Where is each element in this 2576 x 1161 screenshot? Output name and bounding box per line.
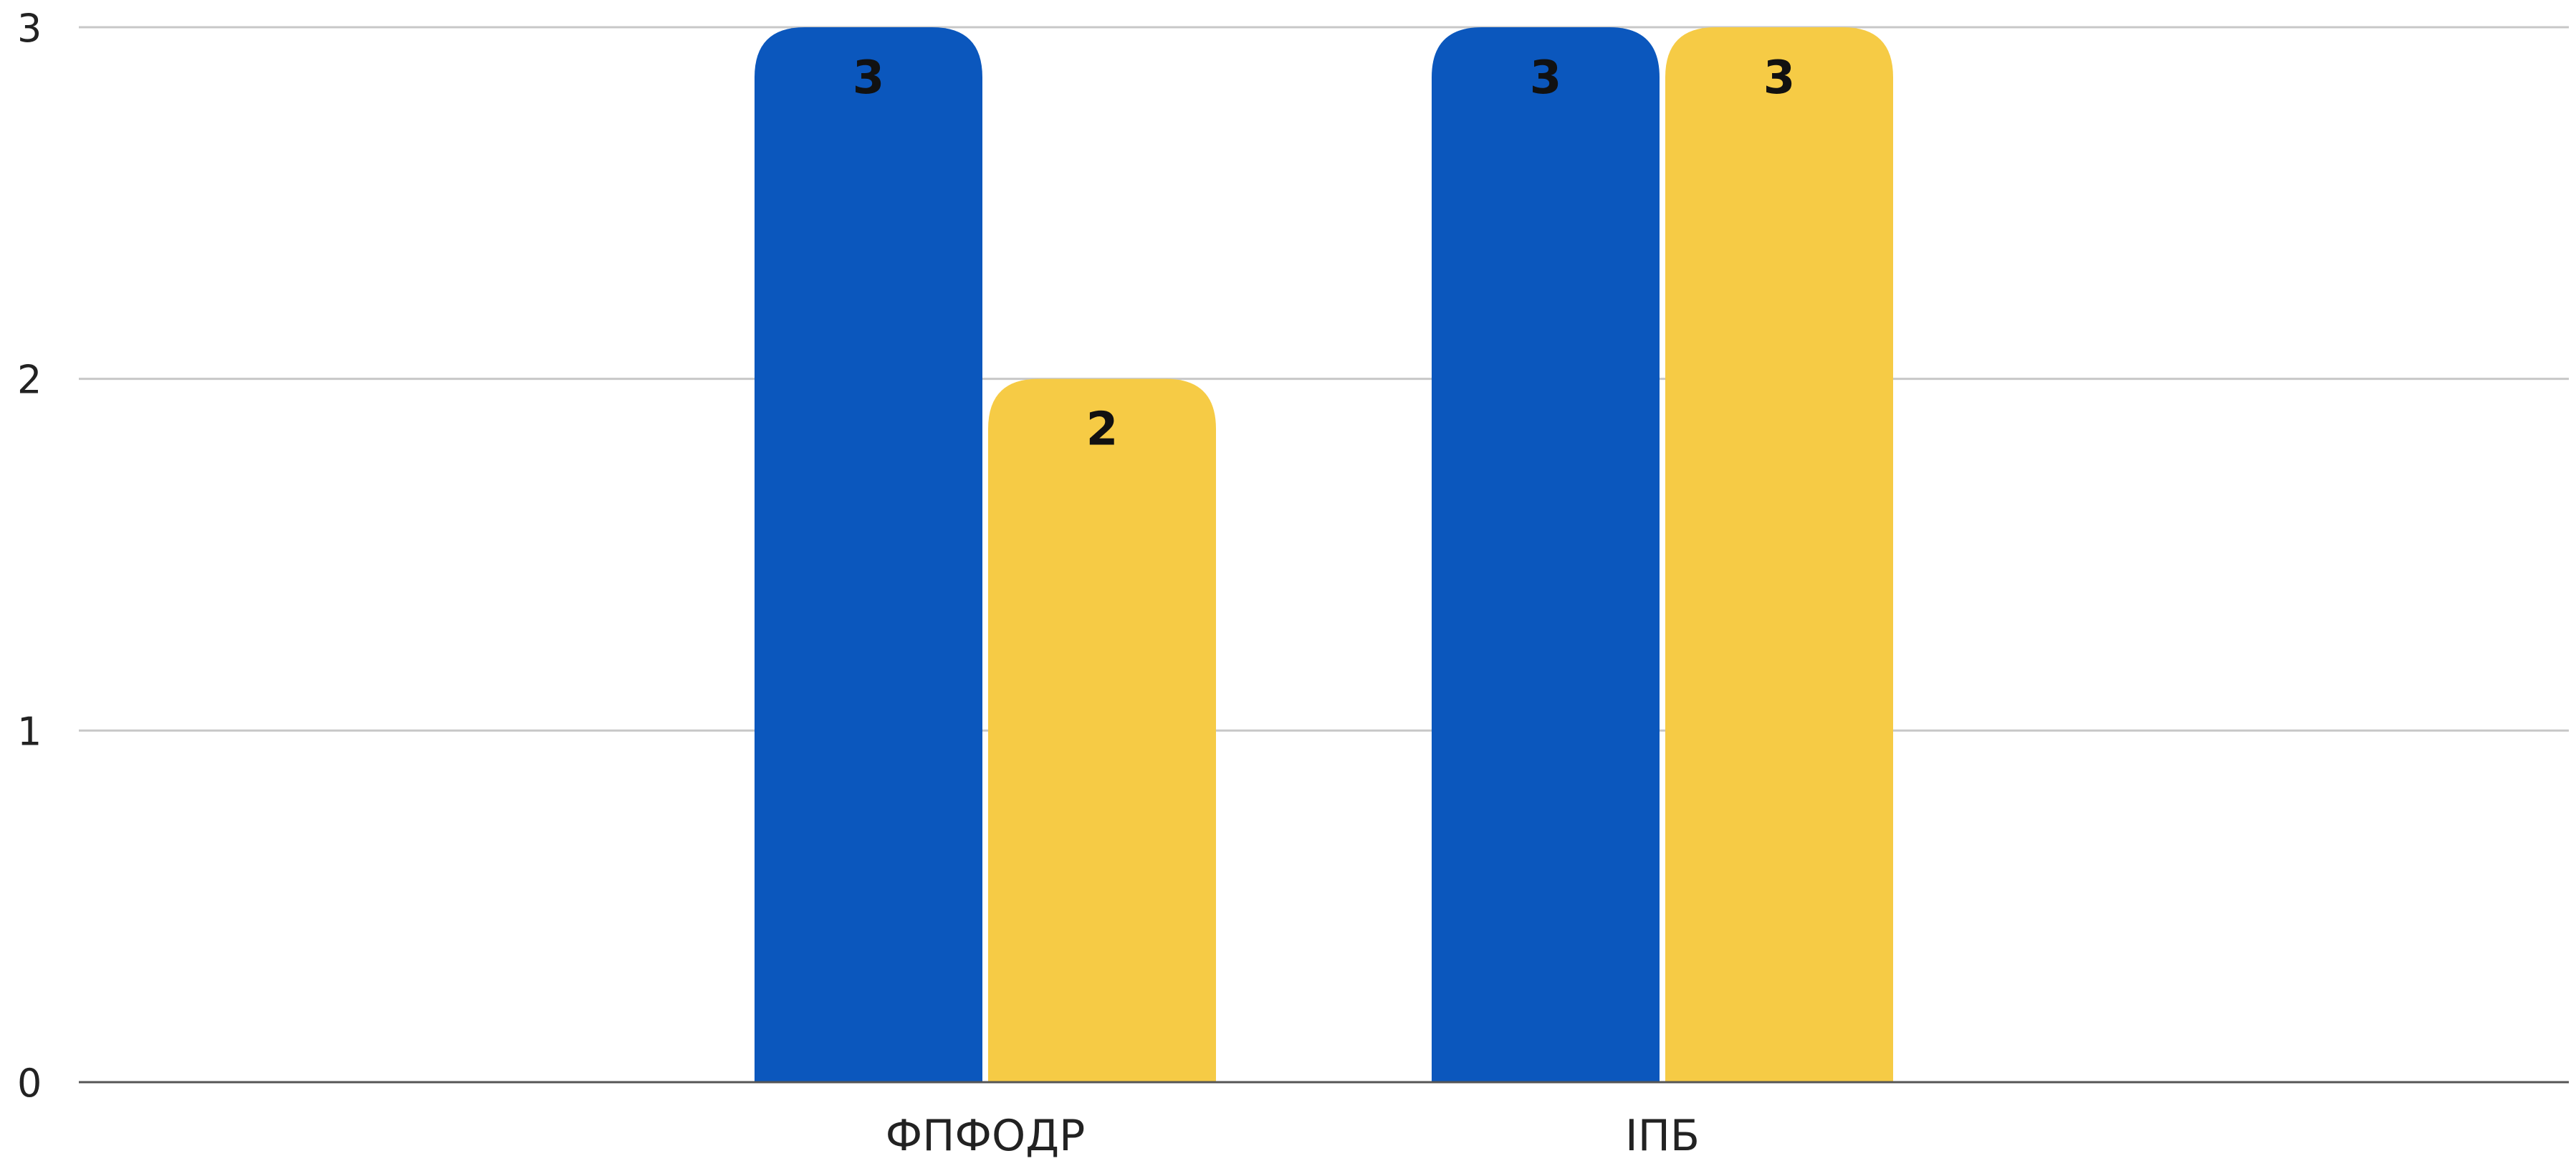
bar-0-0 [755,27,982,1082]
bar-0-1 [988,378,1216,1082]
data-label-1-0: 3 [1530,52,1562,105]
y-tick-label-3: 3 [17,6,42,51]
data-labels: 3 2 3 3 [853,52,1796,457]
x-category-label-0: ФПФОДР [886,1111,1086,1161]
y-tick-label-2: 2 [17,358,42,403]
y-tick-label-1: 1 [17,709,42,754]
bars [755,27,1893,1082]
x-category-label-1: ІПБ [1625,1111,1700,1161]
bar-1-1 [1665,27,1893,1082]
x-axis-category-labels: ФПФОДР ІПБ [886,1111,1700,1161]
data-label-1-1: 3 [1763,52,1796,105]
bar-1-0 [1432,27,1660,1082]
gridlines [79,26,2569,732]
y-axis-tick-labels: 0 1 2 3 [17,6,42,1106]
data-label-0-1: 2 [1086,403,1119,457]
y-tick-label-0: 0 [17,1061,42,1106]
data-label-0-0: 3 [853,52,885,105]
